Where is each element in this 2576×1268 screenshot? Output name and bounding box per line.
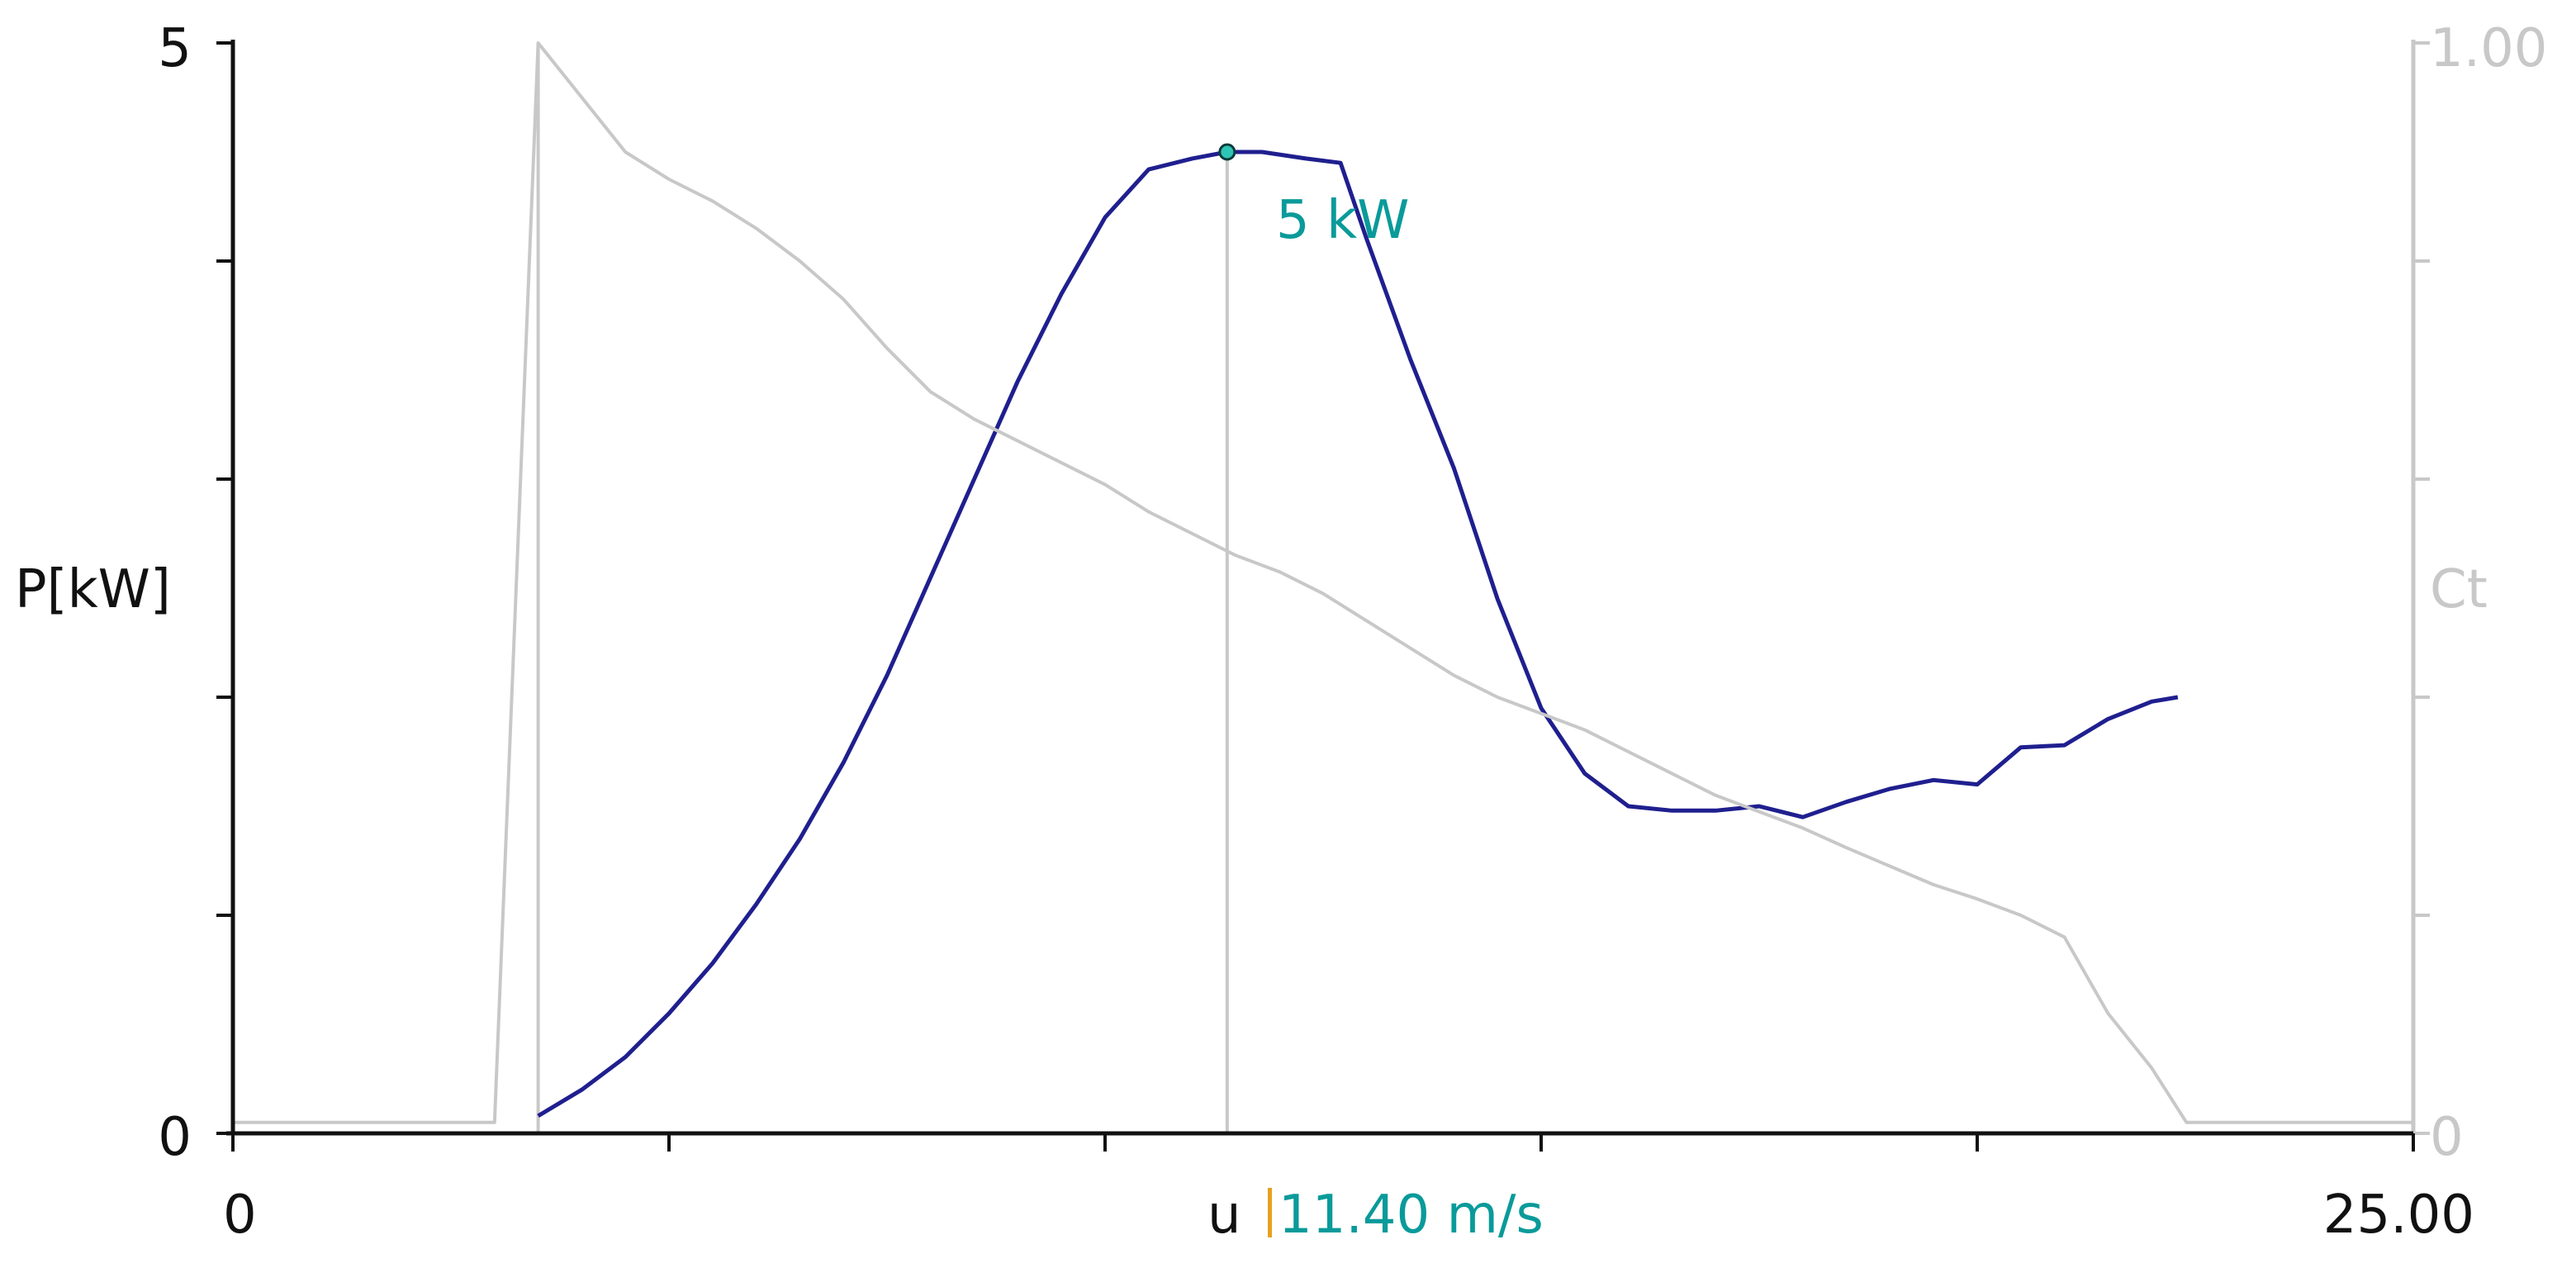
series-layer xyxy=(233,41,2413,1133)
x-min-tick: 0 xyxy=(223,1185,257,1246)
cursor-marker-label: 5 kW xyxy=(1276,190,1409,251)
readout-separator xyxy=(1268,1188,1272,1237)
axis-layer xyxy=(216,40,2430,1152)
y-left-max-tick: 5 xyxy=(158,18,192,79)
y-left-min-tick: 0 xyxy=(158,1107,192,1168)
x-max-tick: 25.00 xyxy=(2323,1185,2474,1246)
label-layer: 5 0 P[kW] 1.00 0 Ct 0 25.00 u 11.40 m/s … xyxy=(15,18,2548,1246)
y-right-max-tick: 1.00 xyxy=(2430,18,2548,79)
x-axis-label: u xyxy=(1207,1185,1241,1246)
ct-curve-line xyxy=(233,41,2413,1124)
y-left-axis-label: P[kW] xyxy=(15,559,171,620)
y-right-axis-label: Ct xyxy=(2430,559,2488,620)
cursor-marker-point xyxy=(1218,143,1236,161)
power-curve-line xyxy=(537,150,2179,1118)
cursor-readout: 11.40 m/s xyxy=(1279,1185,1544,1246)
y-right-min-tick: 0 xyxy=(2430,1107,2464,1168)
